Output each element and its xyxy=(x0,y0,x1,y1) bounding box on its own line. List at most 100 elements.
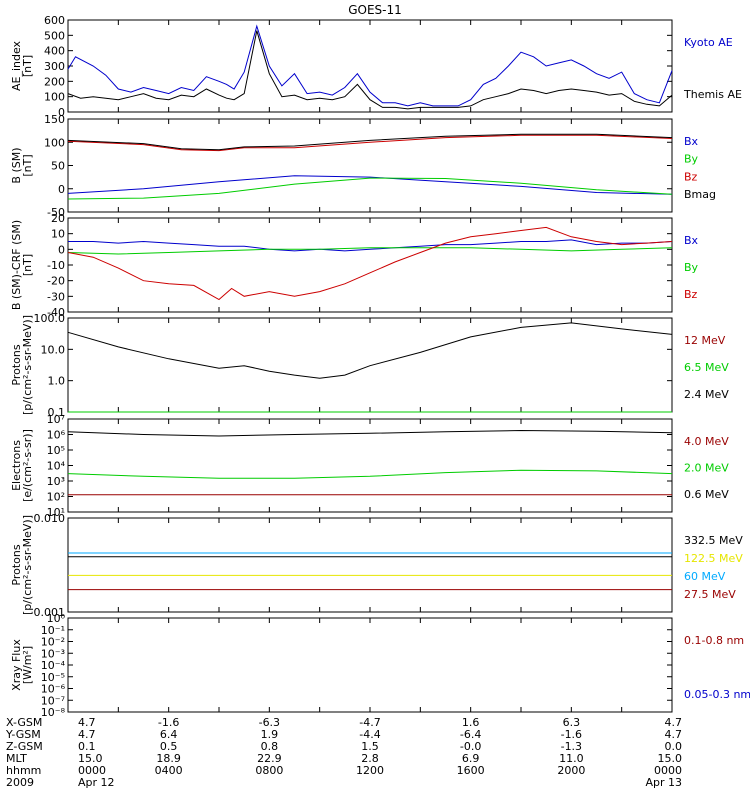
legend-entry: Themis AE xyxy=(683,88,742,101)
y-tick-label: 10⁴ xyxy=(47,460,66,473)
y-tick-label: 20 xyxy=(51,212,65,225)
footer-value: -4.7 xyxy=(359,716,380,729)
y-tick-label: 10⁻⁴ xyxy=(41,659,66,672)
panel-5: 0.010 0.001 Protons[p/(cm²-s-sr-MeV)] 332.5… xyxy=(10,512,743,619)
footer-row-label: Z-GSM xyxy=(6,740,43,753)
legend-entry: 2.0 MeV xyxy=(684,462,729,475)
footer-value: 0400 xyxy=(155,764,183,777)
panel-3: 100.0 10.0 1.0 0.1 Protons[p/(cm²-s-sr-MeV)]… xyxy=(10,312,729,419)
panel-frame xyxy=(67,517,673,613)
footer-value: 1600 xyxy=(457,764,485,777)
series-line-0 xyxy=(68,239,673,252)
footer-value: 4.7 xyxy=(78,716,96,729)
footer-value: 1.9 xyxy=(261,728,279,741)
footer-value: 6.9 xyxy=(462,752,480,765)
y-tick-label: 1.0 xyxy=(48,375,66,388)
y-tick-label: 0 xyxy=(58,106,65,119)
panel-frame xyxy=(67,118,673,213)
y-axis-label: [nT] xyxy=(21,254,34,276)
y-tick-label: 0 xyxy=(58,183,65,196)
legend-entry: Bz xyxy=(684,288,698,301)
series-line-1 xyxy=(67,469,673,479)
y-tick-label: 10² xyxy=(47,491,65,504)
footer-value: -1.6 xyxy=(158,716,179,729)
y-tick-label: 150 xyxy=(44,113,65,126)
panel-frame xyxy=(67,217,673,313)
series-line-3 xyxy=(67,133,673,151)
footer-value: -4.4 xyxy=(359,728,380,741)
y-tick-label: 500 xyxy=(44,29,65,42)
y-tick-label: 10⁻⁵ xyxy=(41,671,65,684)
y-tick-label: -50 xyxy=(47,206,65,219)
footer-value: Apr 13 xyxy=(645,776,682,789)
y-axis-label: [nT] xyxy=(21,154,34,176)
y-axis-label: AE_index xyxy=(10,40,23,91)
y-tick-label: 10⁵ xyxy=(47,444,65,457)
footer-value: 15.0 xyxy=(658,752,683,765)
y-axis-label: Xray Flux xyxy=(10,639,23,691)
footer-value: 0800 xyxy=(255,764,283,777)
series-line-2 xyxy=(67,322,673,379)
legend-entry: 60 MeV xyxy=(684,570,726,583)
panel-2: 20 10 0 -10 -20 -30 -40 B (SM)-CRF (SM)[nT] Bx By… xyxy=(10,212,699,319)
footer-value: 0.8 xyxy=(261,740,279,753)
panel-frame xyxy=(67,617,673,713)
legend-entry: 332.5 MeV xyxy=(684,534,743,547)
footer-value: 6.4 xyxy=(160,728,178,741)
series-line-0 xyxy=(67,24,673,107)
y-tick-label: 10⁻² xyxy=(41,636,65,649)
legend-entry: 6.5 MeV xyxy=(684,361,729,374)
y-axis-label: [nT] xyxy=(21,55,34,77)
y-tick-label: 0.1 xyxy=(48,406,66,419)
footer-value: 4.7 xyxy=(78,728,96,741)
y-tick-label: 10.0 xyxy=(41,343,66,356)
series-line-0 xyxy=(67,175,673,195)
orbit-footer: X-GSMY-GSMZ-GSMMLThhmm20094.74.70.115.00… xyxy=(5,716,682,789)
series-line-1 xyxy=(67,30,673,110)
y-tick-label: 10⁻⁸ xyxy=(41,706,66,719)
footer-value: 11.0 xyxy=(559,752,584,765)
footer-value: 0000 xyxy=(78,764,106,777)
y-tick-label: 50 xyxy=(51,160,65,173)
footer-row-label: hhmm xyxy=(6,764,41,777)
footer-value: 0.1 xyxy=(78,740,96,753)
legend-entry: Bx xyxy=(684,135,699,148)
legend-entry: 4.0 MeV xyxy=(684,435,729,448)
legend-entry: 0.6 MeV xyxy=(684,488,729,501)
series-line-2 xyxy=(67,226,673,301)
legend-entry: Kyoto AE xyxy=(684,36,733,49)
legend-entry: Bz xyxy=(684,170,698,183)
y-tick-label: 0.010 xyxy=(34,512,66,525)
y-tick-label: 0.001 xyxy=(34,606,66,619)
y-tick-label: 400 xyxy=(44,45,65,58)
footer-value: 1.5 xyxy=(361,740,379,753)
footer-value: 0.0 xyxy=(665,740,683,753)
plot-title: GOES-11 xyxy=(348,3,402,17)
legend-entry: 12 MeV xyxy=(684,334,726,347)
y-axis-label: B (SM)-CRF (SM) xyxy=(10,220,23,310)
series-line-1 xyxy=(67,247,673,255)
y-tick-label: -10 xyxy=(47,259,65,272)
series-line-2 xyxy=(67,429,673,437)
y-tick-label: 100 xyxy=(44,91,65,104)
footer-row-label: X-GSM xyxy=(6,716,42,729)
y-axis-label: [p/(cm²-s-sr-MeV)] xyxy=(21,315,34,415)
y-tick-label: 100.0 xyxy=(34,312,66,325)
y-axis-label: [e/(cm²-s-sr)] xyxy=(21,429,34,502)
panel-4: 10⁷ 10⁶ 10⁵ 10⁴ 10³ 10² 10¹ Electrons[e/(cm²-s-… xyxy=(10,413,729,519)
footer-value: 2000 xyxy=(557,764,585,777)
footer-value: 4.7 xyxy=(665,716,683,729)
y-axis-label: Protons xyxy=(10,544,23,585)
footer-row-label: MLT xyxy=(6,752,27,765)
panel-1: 150 100 50 0 -50 B (SM)[nT] Bx By Bz Bmag xyxy=(10,113,716,219)
footer-value: 6.3 xyxy=(563,716,581,729)
legend-entry: 27.5 MeV xyxy=(684,588,736,601)
y-axis-label: [W/m²] xyxy=(21,646,34,684)
footer-row-label: Y-GSM xyxy=(5,728,41,741)
panel-frame xyxy=(67,317,673,413)
y-tick-label: 100 xyxy=(44,136,65,149)
footer-value: 0.5 xyxy=(160,740,178,753)
footer-value: Apr 12 xyxy=(78,776,115,789)
